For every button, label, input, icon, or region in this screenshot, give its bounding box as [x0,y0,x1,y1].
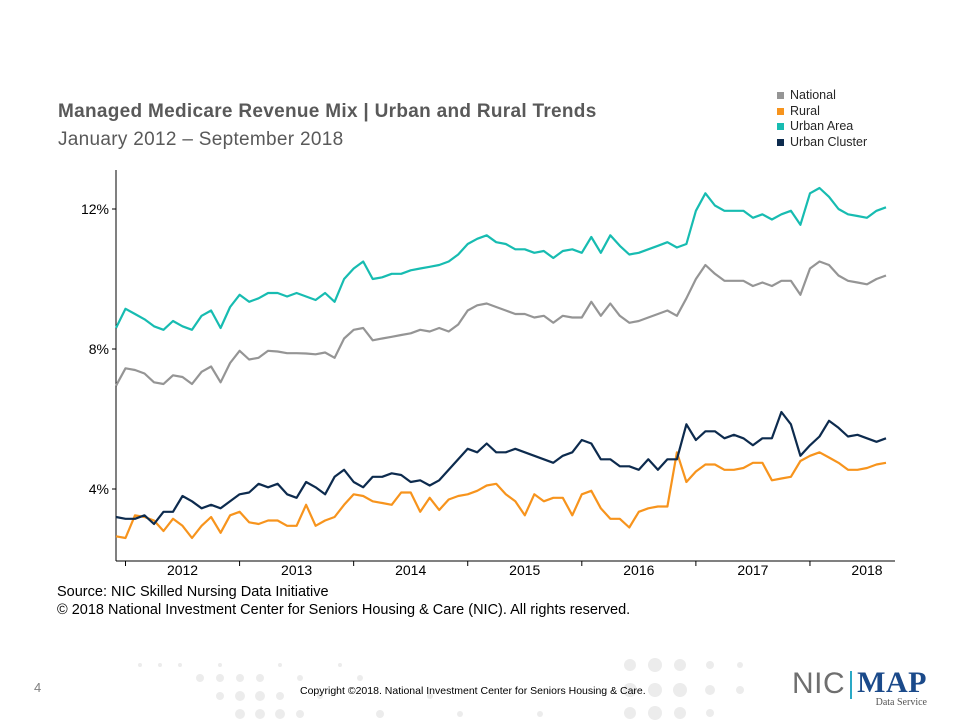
x-tick-label: 2015 [509,562,540,578]
x-tick-label: 2016 [623,562,654,578]
legend-item-rural: Rural [777,104,867,120]
copyright-line: © 2018 National Investment Center for Se… [57,602,631,618]
chart-axes: 4% 8% 12% 2012 2013 2014 2015 2016 2017 2018 [81,170,895,578]
y-tick-label: 8% [89,341,109,357]
legend-swatch-rural [777,107,784,115]
series-line-urban-cluster [115,410,887,526]
legend-item-urban-area: Urban Area [777,119,867,135]
legend-label-urban-cluster: Urban Cluster [790,134,868,149]
legend-item-national: National [777,88,867,104]
logo-map-block: MAP Data Service [857,666,927,709]
legend-label-urban-area: Urban Area [790,119,854,133]
logo-divider [850,671,853,699]
chart-series [115,186,887,540]
source-note: Source: NIC Skilled Nursing Data Initiat… [57,583,630,619]
legend-label-national: National [790,88,836,102]
x-tick-label: 2013 [281,562,312,578]
logo-nic-text: NIC [792,667,846,700]
x-tick-label: 2018 [851,562,882,578]
source-line: Source: NIC Skilled Nursing Data Initiat… [57,584,329,600]
nic-map-logo: NIC MAP Data Service [792,666,927,709]
legend-label-rural: Rural [790,103,820,118]
series-line-national [115,260,887,387]
chart-legend: National Rural Urban Area Urban Cluster [777,88,867,150]
decorative-dots-right [623,658,744,720]
y-tick-label: 4% [89,481,109,497]
logo-map-text: MAP [857,666,927,699]
y-tick-label: 12% [81,201,109,217]
series-line-urban-area [115,186,887,331]
legend-swatch-urban-area [777,123,784,131]
chart-subtitle: January 2012 – September 2018 [58,129,344,150]
logo-data-service-text: Data Service [875,697,927,708]
chart-title: Managed Medicare Revenue Mix | Urban and… [58,101,597,122]
page-number: 4 [34,680,42,695]
x-tick-label: 2012 [167,562,198,578]
footer-copyright: Copyright ©2018. National Investment Cen… [300,685,646,697]
x-tick-label: 2017 [737,562,768,578]
legend-swatch-urban-cluster [777,138,784,146]
x-tick-label: 2014 [395,562,426,578]
decorative-dots [138,663,543,719]
legend-item-urban-cluster: Urban Cluster [777,135,867,151]
series-line-rural [115,451,887,540]
legend-swatch-national [777,92,784,100]
